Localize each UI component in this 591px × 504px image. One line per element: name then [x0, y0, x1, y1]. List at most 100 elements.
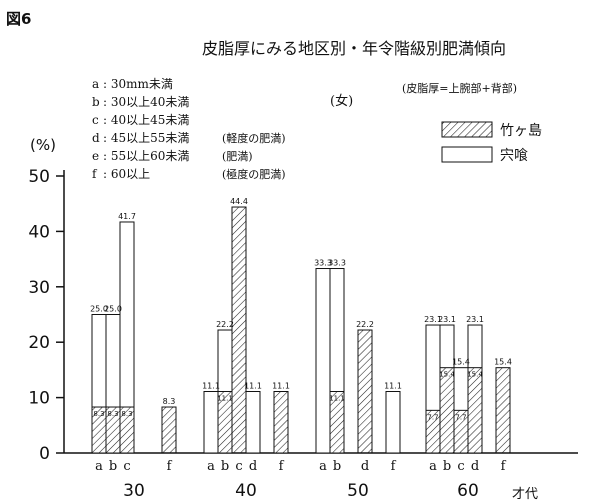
bar-shishikui-50-a	[315, 268, 331, 454]
key-range-b: : 30以上40未満	[103, 95, 189, 109]
data-label-top-50-b: 33.3	[328, 259, 346, 268]
data-label-inner-60-a: 7.7	[427, 413, 438, 421]
data-label-top-30-a: 25.0	[90, 305, 108, 314]
x-tick-label-60-a: a	[429, 459, 437, 474]
data-label-top-40-d: 11.1	[244, 382, 262, 391]
x-group-label-30: 30	[123, 481, 145, 501]
key-note-f: (極度の肥満)	[222, 167, 286, 181]
data-label-inner-60-c: 7.7	[455, 413, 466, 421]
key-note-e: (肥満)	[222, 150, 253, 163]
chart-title: 皮脂厚にみる地区別・年令階級別肥満傾向	[202, 39, 506, 58]
x-tick-label-60-c: c	[457, 459, 464, 474]
data-label-top-40-f: 11.1	[272, 382, 290, 391]
axes: 0 10 20 30 40 50	[28, 167, 578, 464]
bar-takegashima-30-c	[119, 406, 135, 454]
data-label-inner-30-a: 8.3	[93, 410, 104, 418]
data-label-top-50-d: 22.2	[356, 320, 374, 329]
legend-label-shishikui: 宍喰	[500, 148, 528, 164]
data-label-top-60-d: 23.1	[466, 315, 484, 324]
key-code-a: a	[92, 77, 99, 91]
data-label-inner-30-b: 8.3	[107, 410, 118, 418]
data-label-top-50-a: 33.3	[314, 259, 332, 268]
data-label-top-50-f: 11.1	[384, 382, 402, 391]
x-tick-label-40-c: c	[235, 459, 242, 474]
y-tick-label-0: 0	[39, 444, 50, 464]
data-label-top-60-f: 15.4	[494, 358, 512, 367]
data-label-top-30-c: 41.7	[118, 212, 136, 221]
x-tick-label-50-b: b	[333, 459, 341, 474]
key-code-e: e	[92, 149, 99, 163]
data-label-inner-30-c: 8.3	[121, 410, 132, 418]
x-tick-label-30-c: c	[123, 459, 130, 474]
y-tick-label-50: 50	[28, 167, 50, 187]
key-range-c: : 40以上45未満	[103, 113, 189, 127]
x-tick-label-60-b: b	[443, 459, 451, 474]
x-tick-label-30-b: b	[109, 459, 117, 474]
key-range-d: : 45以上55未満	[103, 131, 189, 145]
bar-takegashima-50-d	[357, 329, 373, 454]
data-label-top-30-f: 8.3	[163, 397, 176, 406]
data-label-inner-40-b: 11.1	[217, 395, 233, 403]
x-tick-label-40-f: f	[279, 459, 285, 474]
x-axis-unit-label: 才代	[512, 487, 538, 502]
key-range-a: : 30mm未満	[103, 77, 173, 91]
x-tick-label-50-f: f	[391, 459, 397, 474]
bar-takegashima-60-d	[467, 367, 483, 454]
y-tick-label-20: 20	[28, 333, 50, 353]
data-label-top-60-c: 15.4	[452, 358, 470, 367]
bar-takegashima-50-b	[329, 391, 345, 454]
data-label-inner-50-b: 11.1	[329, 395, 345, 403]
legend: 竹ヶ島 宍喰	[441, 121, 542, 164]
legend-swatch-open	[441, 146, 493, 163]
x-tick-label-50-d: d	[361, 459, 369, 474]
data-labels: 25.08.325.08.341.78.38.311.122.211.144.4…	[90, 197, 512, 421]
x-tick-label-40-d: d	[249, 459, 257, 474]
data-label-top-40-a: 11.1	[202, 382, 220, 391]
y-tick-label-40: 40	[28, 222, 50, 242]
x-tick-label-40-a: a	[207, 459, 215, 474]
data-label-top-40-c: 44.4	[230, 197, 248, 206]
x-tick-label-30-a: a	[95, 459, 103, 474]
x-tick-label-50-a: a	[319, 459, 327, 474]
data-label-top-60-a: 23.1	[424, 315, 442, 324]
legend-label-takegashima: 竹ヶ島	[500, 123, 542, 139]
bar-takegashima-60-f	[495, 367, 511, 454]
key-code-d: d	[92, 131, 100, 145]
legend-swatch-hatched	[441, 121, 493, 138]
y-tick-label-10: 10	[28, 389, 50, 409]
x-tick-label-30-f: f	[167, 459, 173, 474]
chart-note: (皮脂厚=上腕部+背部)	[402, 81, 517, 95]
x-tick-label-40-b: b	[221, 459, 229, 474]
y-tick-label-30: 30	[28, 278, 50, 298]
bar-takegashima-30-f	[161, 406, 177, 454]
key-code-b: b	[92, 95, 100, 109]
x-group-label-60: 60	[457, 481, 479, 501]
key-range-e: : 55以上60未満	[103, 149, 189, 163]
data-label-top-40-b: 22.2	[216, 320, 234, 329]
bar-takegashima-40-f	[273, 391, 289, 454]
y-axis-label: (%)	[30, 136, 56, 154]
data-label-top-30-b: 25.0	[104, 305, 122, 314]
key-range-f: : 60以上	[103, 167, 150, 181]
bars	[91, 206, 511, 454]
bar-shishikui-40-a	[203, 391, 219, 454]
key-note-d: (軽度の肥満)	[222, 131, 286, 145]
bar-takegashima-60-b	[439, 367, 455, 454]
bar-shishikui-50-f	[385, 391, 401, 454]
x-tick-label-60-d: d	[471, 459, 479, 474]
chart-subtitle: (女)	[330, 93, 353, 109]
x-group-label-40: 40	[235, 481, 257, 501]
key-code-f: f	[92, 167, 98, 181]
figure-label: 図6	[6, 10, 31, 28]
data-label-inner-60-b: 15.4	[439, 371, 455, 379]
data-label-inner-60-d: 15.4	[467, 371, 483, 379]
data-label-top-60-b: 23.1	[438, 315, 456, 324]
x-group-label-50: 50	[347, 481, 369, 501]
bar-takegashima-40-c	[231, 206, 247, 454]
key-code-c: c	[92, 113, 99, 127]
bar-shishikui-40-d	[245, 391, 261, 454]
x-tick-label-60-f: f	[501, 459, 507, 474]
